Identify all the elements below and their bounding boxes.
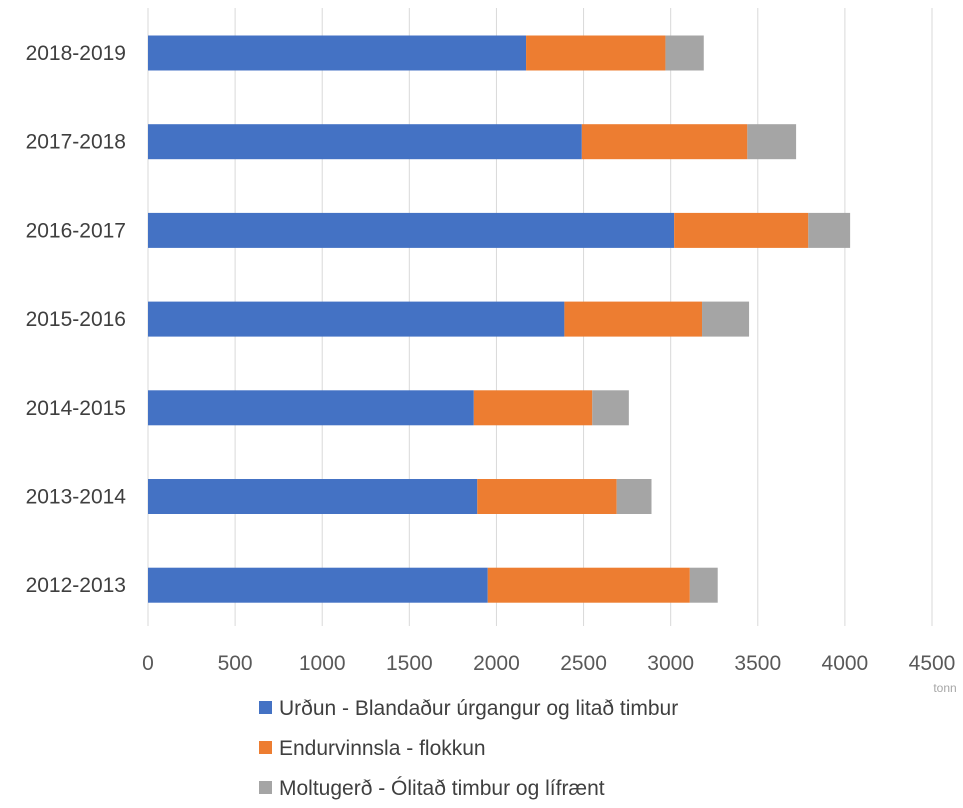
x-axis-unit-label: tonn — [933, 681, 956, 695]
legend: Urðun - Blandaður úrgangur og litað timb… — [259, 697, 678, 800]
legend-swatch-series-3 — [259, 781, 272, 794]
x-tick-label-3500: 3500 — [734, 652, 781, 675]
bar-segment-2017-2018-series-2 — [581, 124, 748, 160]
bar-segment-2018-2019-series-2 — [526, 35, 666, 71]
category-label-2016-2017: 2016-2017 — [26, 219, 126, 242]
legend-label-series-3: Moltugerð - Ólitað timbur og lífrænt — [279, 777, 605, 800]
bar-segment-2018-2019-series-3 — [665, 35, 704, 71]
bar-segment-2015-2016-series-2 — [564, 301, 703, 337]
bar-segment-2014-2015-series-3 — [592, 390, 629, 426]
legend-swatch-series-2 — [259, 741, 272, 754]
category-labels: 2018-2019 2017-2018 2016-2017 2015-2016 2014… — [26, 42, 127, 597]
category-label-2018-2019: 2018-2019 — [26, 42, 126, 65]
bar-segment-2013-2014-series-3 — [616, 479, 652, 514]
bar-segment-2016-2017-series-1 — [148, 212, 675, 248]
category-label-2013-2014: 2013-2014 — [26, 486, 127, 509]
bars — [148, 35, 851, 603]
category-label-2012-2013: 2012-2013 — [26, 574, 126, 597]
bar-segment-2013-2014-series-1 — [148, 479, 478, 514]
x-tick-label-0: 0 — [142, 652, 154, 675]
category-label-2017-2018: 2017-2018 — [26, 131, 126, 154]
bar-segment-2015-2016-series-1 — [148, 301, 565, 337]
legend-label-series-1: Urðun - Blandaður úrgangur og litað timb… — [279, 697, 678, 720]
bar-segment-2018-2019-series-1 — [148, 35, 527, 71]
bar-segment-2012-2013-series-2 — [487, 567, 690, 603]
bar-segment-2014-2015-series-1 — [148, 390, 474, 426]
category-label-2015-2016: 2015-2016 — [26, 308, 126, 331]
bar-segment-2016-2017-series-3 — [808, 212, 851, 248]
x-tick-label-500: 500 — [218, 652, 253, 675]
bar-segment-2012-2013-series-3 — [689, 567, 718, 603]
bar-segment-2013-2014-series-2 — [477, 479, 617, 514]
x-tick-label-1000: 1000 — [299, 652, 346, 675]
x-tick-label-3000: 3000 — [647, 652, 694, 675]
bar-segment-2017-2018-series-3 — [747, 124, 797, 160]
bar-segment-2014-2015-series-2 — [473, 390, 593, 426]
bar-segment-2016-2017-series-2 — [674, 212, 809, 248]
bar-segment-2012-2013-series-1 — [148, 567, 488, 603]
bar-segment-2015-2016-series-3 — [702, 301, 750, 337]
legend-label-series-2: Endurvinnsla - flokkun — [279, 737, 486, 760]
category-label-2014-2015: 2014-2015 — [26, 397, 126, 420]
x-tick-label-2000: 2000 — [473, 652, 520, 675]
legend-swatch-series-1 — [259, 701, 272, 714]
x-tick-label-4500: 4500 — [909, 652, 956, 675]
bar-segment-2017-2018-series-1 — [148, 124, 582, 160]
x-tick-label-1500: 1500 — [386, 652, 433, 675]
x-tick-label-2500: 2500 — [560, 652, 607, 675]
x-tick-label-4000: 4000 — [822, 652, 869, 675]
x-axis-ticks: 0 500 1000 1500 2000 2500 3000 3500 4000 4500 — [142, 652, 955, 675]
